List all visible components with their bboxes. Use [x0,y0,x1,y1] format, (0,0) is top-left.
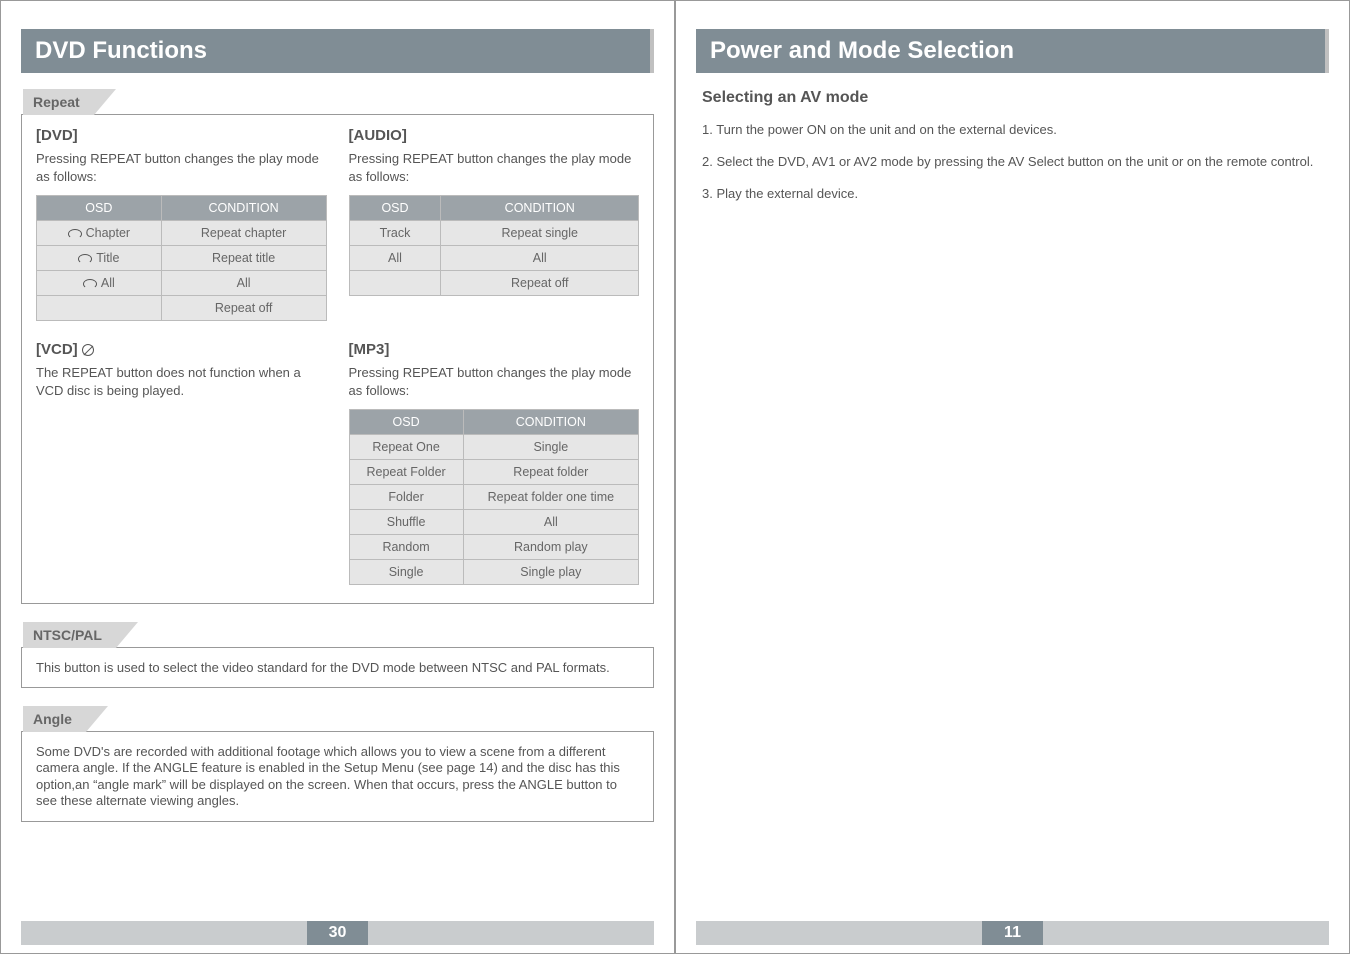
table-cell: Single play [463,560,638,585]
audio-heading: [AUDIO] [349,127,640,144]
av-mode-heading: Selecting an AV mode [702,89,1323,107]
audio-desc: Pressing REPEAT button changes the play … [349,150,640,185]
mp3-th-cond: CONDITION [463,410,638,435]
table-cell: Random [349,535,463,560]
table-cell: All [37,271,162,296]
mp3-table: OSD CONDITION Repeat OneSingle Repeat Fo… [349,409,640,585]
table-cell [349,271,441,296]
av-step-2: 2. Select the DVD, AV1 or AV2 mode by pr… [702,153,1323,171]
pagebar-spacer [21,921,307,945]
dvd-th-cond: CONDITION [161,196,326,221]
dvd-desc: Pressing REPEAT button changes the play … [36,150,327,185]
table-cell: All [463,510,638,535]
audio-th-osd: OSD [349,196,441,221]
left-page: DVD Functions Repeat [DVD] Pressing REPE… [0,0,675,954]
pagebar-spacer [1043,921,1329,945]
table-cell: Repeat folder [463,460,638,485]
cell-text: All [101,276,115,290]
table-cell: All [441,246,639,271]
table-cell: Random play [463,535,638,560]
ntsc-box: This button is used to select the video … [21,647,654,688]
audio-th-cond: CONDITION [441,196,639,221]
mp3-heading: [MP3] [349,341,640,358]
table-cell: All [161,271,326,296]
pagebar-spacer [368,921,654,945]
av-step-3: 3. Play the external device. [702,185,1323,203]
table-cell: Folder [349,485,463,510]
page-title-left: DVD Functions [35,37,207,65]
page-number-right: 11 [982,921,1043,945]
angle-section: Angle Some DVD's are recorded with addit… [21,706,654,822]
table-cell: Repeat Folder [349,460,463,485]
vcd-heading: [VCD] [36,341,327,358]
table-cell: Single [463,435,638,460]
table-cell [37,296,162,321]
dvd-heading: [DVD] [36,127,327,144]
right-page: Power and Mode Selection Selecting an AV… [675,0,1350,954]
page-number-bar-left: 30 [21,921,654,945]
title-bar-right: Power and Mode Selection [696,29,1329,73]
mp3-column: [MP3] Pressing REPEAT button changes the… [349,341,640,591]
ntsc-body: This button is used to select the video … [36,660,639,675]
ntsc-section: NTSC/PAL This button is used to select t… [21,622,654,688]
table-cell: Repeat title [161,246,326,271]
dvd-table: OSD CONDITION Chapter Repeat chapter Titl… [36,195,327,321]
av-step-1: 1. Turn the power ON on the unit and on … [702,121,1323,139]
repeat-box: [DVD] Pressing REPEAT button changes the… [21,114,654,604]
table-cell: Track [349,221,441,246]
table-cell: All [349,246,441,271]
mp3-desc: Pressing REPEAT button changes the play … [349,364,640,399]
vcd-desc: The REPEAT button does not function when… [36,364,327,399]
page-number-left: 30 [307,921,369,945]
angle-box: Some DVD's are recorded with additional … [21,731,654,822]
repeat-tab: Repeat [23,89,94,115]
table-cell: Repeat off [161,296,326,321]
table-cell: Shuffle [349,510,463,535]
right-content: Selecting an AV mode 1. Turn the power O… [696,89,1329,218]
repeat-icon [68,229,82,239]
cell-text: Chapter [86,226,130,240]
table-cell: Chapter [37,221,162,246]
dvd-column: [DVD] Pressing REPEAT button changes the… [36,127,327,327]
vcd-heading-text: [VCD] [36,341,78,358]
repeat-icon [83,279,97,289]
page-title-right: Power and Mode Selection [710,37,1014,65]
table-cell: Single [349,560,463,585]
title-bar-left: DVD Functions [21,29,654,73]
vcd-column: [VCD] The REPEAT button does not functio… [36,341,327,591]
angle-tab: Angle [23,706,86,732]
cell-text: Title [96,251,119,265]
dvd-th-osd: OSD [37,196,162,221]
table-cell: Repeat off [441,271,639,296]
audio-table: OSD CONDITION TrackRepeat single AllAll … [349,195,640,296]
pagebar-spacer [696,921,982,945]
table-cell: Repeat folder one time [463,485,638,510]
table-cell: Title [37,246,162,271]
table-cell: Repeat single [441,221,639,246]
ntsc-tab: NTSC/PAL [23,622,116,648]
repeat-section: Repeat [DVD] Pressing REPEAT button chan… [21,89,654,604]
table-cell: Repeat One [349,435,463,460]
prohibit-icon [82,344,94,356]
repeat-icon [78,254,92,264]
angle-body: Some DVD's are recorded with additional … [36,744,639,809]
page-number-bar-right: 11 [696,921,1329,945]
table-cell: Repeat chapter [161,221,326,246]
audio-column: [AUDIO] Pressing REPEAT button changes t… [349,127,640,327]
mp3-th-osd: OSD [349,410,463,435]
